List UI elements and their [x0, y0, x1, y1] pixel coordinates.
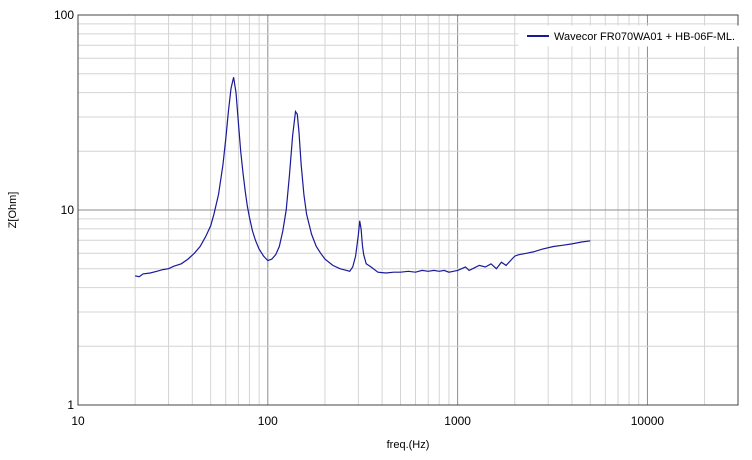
y-tick-label: 100 — [54, 8, 74, 22]
plot-frame — [77, 14, 739, 406]
x-tick-label: 10 — [71, 414, 85, 428]
series-line — [134, 77, 591, 278]
legend-box — [518, 25, 739, 47]
x-tick-label: 10000 — [631, 414, 665, 428]
y-tick-label: 1 — [67, 398, 74, 412]
x-axis-title: freq.(Hz) — [387, 439, 430, 451]
legend-label: Wavecor FR070WA01 + HB-06F-ML. — [554, 31, 735, 43]
series-layer — [134, 77, 591, 278]
y-axis-title: Z[Ohm] — [7, 192, 19, 229]
legend: Wavecor FR070WA01 + HB-06F-ML. — [518, 25, 739, 47]
x-tick-label: 100 — [258, 414, 278, 428]
x-tick-label: 1000 — [444, 414, 471, 428]
grid-lines — [77, 15, 739, 405]
tick-labels: 10 100 1000 10000 1 10 100 — [54, 8, 664, 428]
y-tick-label: 10 — [61, 203, 75, 217]
